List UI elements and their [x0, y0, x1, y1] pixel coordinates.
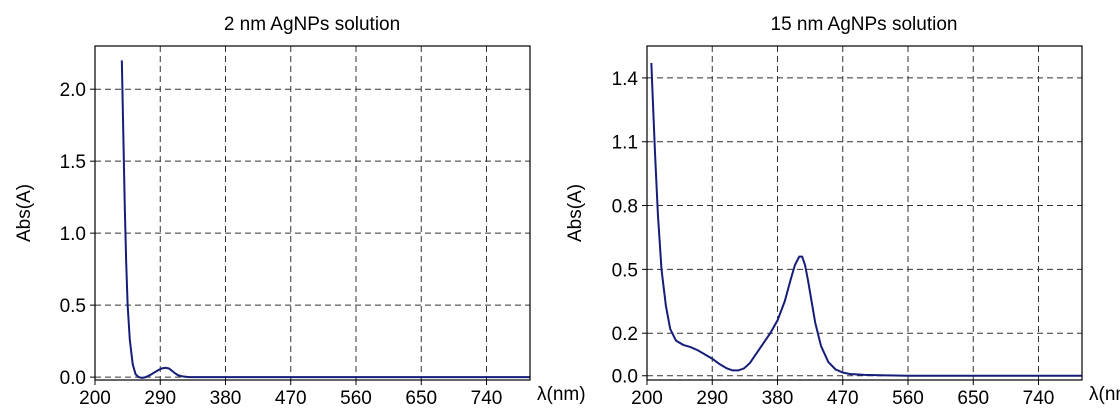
x-tick-label: 200: [631, 388, 663, 409]
y-axis-label: Abs(A): [14, 184, 35, 242]
y-tick-label: 0.5: [60, 296, 86, 317]
x-tick-label: 560: [340, 388, 372, 409]
x-tick-label: 470: [275, 388, 307, 409]
x-tick-label: 740: [471, 388, 503, 409]
y-tick-label: 0.8: [612, 197, 638, 218]
x-axis-label: λ(nm): [537, 384, 586, 405]
y-tick-label: 2.0: [60, 80, 86, 101]
y-tick-label: 0.0: [60, 368, 86, 389]
x-tick-label: 650: [957, 388, 989, 409]
y-tick-label: 1.5: [60, 152, 86, 173]
x-tick-label: 740: [1023, 388, 1055, 409]
series-line-1: [120, 60, 530, 379]
chart-title: 15 nm AgNPs solution: [771, 14, 958, 35]
x-tick-label: 560: [892, 388, 924, 409]
y-tick-label: 0.0: [612, 367, 638, 388]
plot-frame: [94, 45, 531, 381]
y-tick-label: 0.2: [612, 324, 638, 345]
y-tick-label: 0.5: [612, 260, 638, 281]
x-axis-label: λ(nm): [1089, 384, 1120, 405]
y-axis-label: Abs(A): [565, 184, 586, 242]
x-tick-label: 470: [827, 388, 859, 409]
chart-title: 2 nm AgNPs solution: [224, 14, 400, 35]
series-line-1: [650, 62, 1082, 377]
y-tick-label: 1.0: [60, 224, 86, 245]
y-tick-label: 1.4: [612, 69, 639, 90]
x-tick-label: 290: [696, 388, 728, 409]
y-tick-label: 1.1: [612, 133, 638, 154]
x-tick-label: 650: [405, 388, 437, 409]
x-tick-label: 290: [144, 388, 176, 409]
plot-frame: [646, 45, 1083, 381]
chart-panel-1: 200 290 380 470 560 650 740 0.0 0.5 1.0 1.5 2.0 2 nm…: [14, 14, 586, 409]
x-tick-label: 200: [79, 388, 111, 409]
x-tick-label: 380: [762, 388, 794, 409]
x-tick-label: 380: [210, 388, 242, 409]
chart-panel-2: 200 290 380 470 560 650 740 0.0 0.2 0.5 0.8 1.1 1.4 1…: [565, 14, 1120, 409]
